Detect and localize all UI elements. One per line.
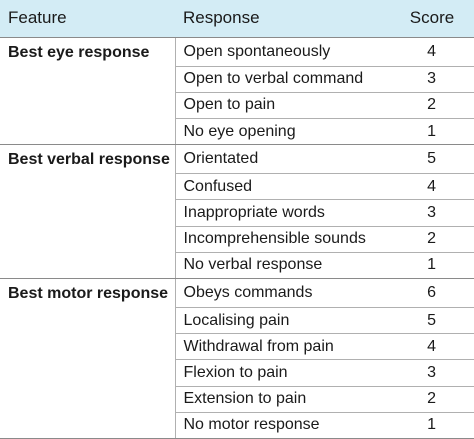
response-cell: Extension to pain <box>174 386 390 413</box>
header-score: Score <box>390 0 474 38</box>
table-row: Inappropriate words 3 <box>0 199 474 227</box>
score-cell: 5 <box>390 144 474 175</box>
table-row: Withdrawal from pain 4 <box>0 333 474 361</box>
score-cell: 3 <box>390 359 474 387</box>
score-cell: 5 <box>390 307 474 335</box>
response-cell: Inappropriate words <box>174 199 390 227</box>
score-cell: 4 <box>390 173 474 201</box>
table-row: Flexion to pain 3 <box>0 359 474 387</box>
header-response: Response <box>175 0 390 38</box>
score-cell: 2 <box>390 386 474 413</box>
score-cell: 1 <box>390 118 474 146</box>
feature-cell: Best motor response <box>0 278 175 439</box>
score-cell: 4 <box>390 333 474 361</box>
table-row: Incomprehensible sounds 2 <box>0 226 474 253</box>
response-cell: No eye opening <box>174 118 390 146</box>
score-cell: 3 <box>390 66 474 93</box>
score-cell: 4 <box>390 37 474 67</box>
response-cell: Open to verbal command <box>174 66 390 93</box>
table-row: Open to verbal command 3 <box>0 66 474 93</box>
feature-cell: Best eye response <box>0 37 175 146</box>
response-cell: Localising pain <box>174 307 390 335</box>
score-cell: 3 <box>390 199 474 227</box>
response-cell: No verbal response <box>174 252 390 279</box>
response-cell: No motor response <box>174 412 390 439</box>
table-row: Best verbal response Orientated 5 <box>0 144 474 279</box>
table-row: Best eye response Open spontaneously 4 <box>0 37 474 146</box>
header-row: Feature Response Score <box>0 0 474 38</box>
table-row: No motor response 1 <box>0 412 474 439</box>
response-cell: Withdrawal from pain <box>174 333 390 361</box>
table-row: Best motor response Obeys commands 6 <box>0 278 474 439</box>
table-row: Localising pain 5 <box>0 307 474 335</box>
response-cell: Flexion to pain <box>174 359 390 387</box>
score-cell: 2 <box>390 92 474 119</box>
table-body: Best eye response Open spontaneously 4 Open… <box>0 37 474 439</box>
response-cell: Open spontaneously <box>174 37 390 67</box>
table-row: Extension to pain 2 <box>0 386 474 413</box>
response-cell: Orientated <box>174 144 390 175</box>
score-cell: 6 <box>390 278 474 309</box>
response-cell: Incomprehensible sounds <box>174 226 390 253</box>
response-cell: Confused <box>174 173 390 201</box>
feature-cell: Best verbal response <box>0 144 175 279</box>
header-feature: Feature <box>0 0 175 38</box>
response-cell: Open to pain <box>174 92 390 119</box>
response-cell: Obeys commands <box>174 278 390 309</box>
table-row: Confused 4 <box>0 173 474 201</box>
table-row: No verbal response 1 <box>0 252 474 279</box>
table-header: Feature Response Score <box>0 0 474 38</box>
table-row: No eye opening 1 <box>0 118 474 146</box>
score-cell: 2 <box>390 226 474 253</box>
score-cell: 1 <box>390 252 474 279</box>
score-cell: 1 <box>390 412 474 439</box>
table-row: Open to pain 2 <box>0 92 474 119</box>
